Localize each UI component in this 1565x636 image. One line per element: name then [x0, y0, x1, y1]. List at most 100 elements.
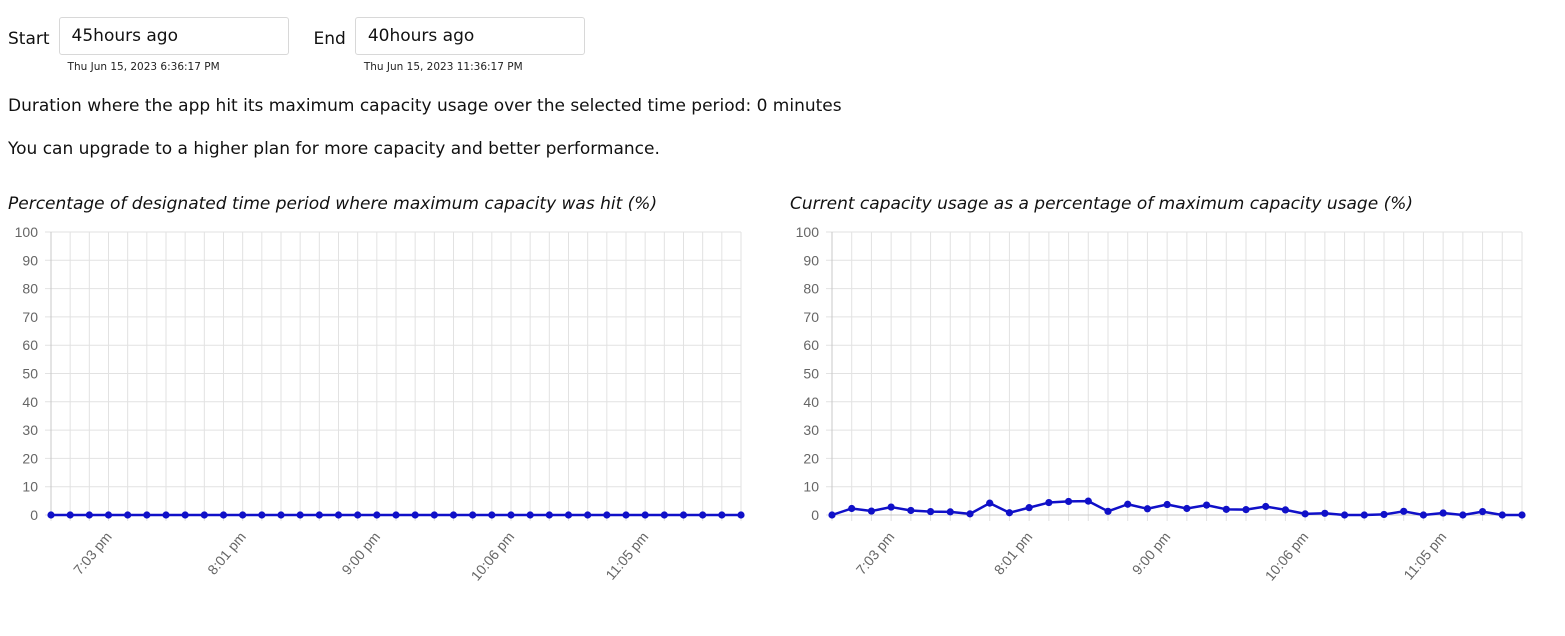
chart-1-data-point [848, 504, 856, 513]
chart-0-data-point [334, 511, 343, 519]
chart-1-data-point [1005, 509, 1014, 517]
chart-0-x-tick-label: 8:01 pm [204, 529, 249, 578]
chart-0-data-point [104, 511, 113, 519]
chart-1-x-tick-label: 9:00 pm [1129, 529, 1174, 578]
chart-1-y-tick-label: 40 [803, 394, 819, 410]
chart-0-data-point [315, 511, 323, 519]
chart-1-data-point [867, 507, 876, 515]
chart-1-data-point [828, 511, 836, 519]
chart-1-data-point [1025, 504, 1033, 512]
chart-0-data-point [124, 511, 132, 519]
chart-1-data-point [1183, 504, 1191, 513]
start-date-text: Thu Jun 15, 2023 6:36:17 PM [67, 61, 220, 73]
chart-0-data-point [526, 511, 534, 519]
chart-1-data-point [1340, 511, 1349, 519]
chart-0-data-point [277, 511, 285, 519]
chart-1-data-point [1478, 508, 1487, 516]
chart-0-y-tick-label: 50 [22, 366, 38, 382]
chart-0-y-tick-label: 40 [22, 394, 38, 410]
chart-0-y-tick-label: 30 [22, 422, 38, 438]
chart-1-data-point [986, 499, 994, 507]
chart-0-data-point [699, 511, 707, 519]
chart-0-data-point [162, 511, 170, 519]
chart-1-data-point [887, 503, 895, 511]
end-input[interactable] [354, 17, 585, 55]
chart-0-data-point [564, 511, 573, 519]
chart-0-data-point [641, 511, 649, 519]
chart-0-data-point [258, 511, 266, 519]
chart-0-data-point [545, 511, 553, 519]
chart-1-y-tick-label: 50 [803, 366, 819, 382]
chart-1-data-point [1400, 507, 1408, 515]
chart-0-y-tick-label: 70 [22, 309, 38, 325]
end-label: End [313, 29, 346, 49]
chart-0-data-point [373, 511, 381, 519]
chart-0-data-point [584, 511, 592, 519]
chart-0-data-point [47, 511, 55, 519]
capacity-usage-chart: 0 10 20 30 40 50 60 70 80 90 100 7:03 pm 8:01 pm 9:00… [796, 224, 1526, 584]
chart-1-data-point [1321, 509, 1329, 517]
duration-message: Duration where the app hit its maximum c… [8, 96, 842, 116]
chart-1-data-point [1064, 497, 1073, 506]
chart-1-data-point [1459, 511, 1467, 519]
chart-1-data-point [1163, 500, 1171, 509]
chart-1-data-point [1222, 505, 1230, 513]
chart-0-x-tick-label: 7:03 pm [70, 529, 115, 578]
chart-1-data-point [1084, 497, 1092, 505]
chart-0-data-point [296, 511, 304, 519]
chart-1-y-tick-label: 100 [796, 224, 820, 240]
chart-1-y-tick-label: 30 [803, 422, 819, 438]
chart-0-x-tick-label: 9:00 pm [338, 529, 383, 578]
start-input[interactable] [58, 17, 289, 55]
start-group: Start Thu Jun 15, 2023 6:36:17 PM [8, 17, 289, 73]
chart-1-y-tick-label: 80 [803, 281, 819, 297]
chart-1-data-point [1045, 498, 1053, 507]
chart-0-data-point [200, 511, 208, 519]
chart-0-data-point [392, 511, 400, 519]
chart-0-y-tick-label: 100 [15, 224, 39, 240]
chart-0-data-point [430, 511, 438, 519]
chart-1-x-tick-label: 10:06 pm [1262, 529, 1312, 584]
chart-1-y-tick-label: 90 [803, 252, 819, 268]
chart-0-y-tick-label: 90 [22, 252, 38, 268]
chart-1-data-point [1439, 509, 1447, 517]
chart-1-y-tick-label: 0 [811, 507, 819, 523]
chart-1-data-point [1518, 511, 1526, 519]
chart-0-y-tick-label: 0 [30, 507, 38, 523]
end-group: End Thu Jun 15, 2023 11:36:17 PM [314, 17, 585, 73]
chart-1-data-point [1301, 510, 1309, 518]
chart-0-data-point [239, 511, 247, 519]
chart-0-y-tick-label: 60 [22, 337, 38, 353]
capacity-usage-chart-title: Current capacity usage as a percentage o… [790, 194, 1413, 214]
start-input-wrap: Thu Jun 15, 2023 6:36:17 PM [58, 17, 289, 73]
chart-0-data-point [143, 511, 151, 519]
chart-0-data-point [469, 511, 477, 519]
chart-0-data-point [354, 511, 362, 519]
chart-0-data-point [679, 511, 688, 519]
chart-1-series-line [831, 499, 1522, 517]
chart-1-data-point [1202, 501, 1211, 509]
chart-0-data-point [660, 511, 668, 519]
chart-1-data-point [907, 506, 915, 515]
chart-1-data-point [946, 508, 954, 516]
max-capacity-hit-chart: 0 10 20 30 40 50 60 70 80 90 100 7:03 pm 8:01 pm 9:00… [15, 224, 745, 584]
chart-0-data-point [718, 511, 726, 519]
chart-0-data-point [181, 511, 189, 519]
chart-1-data-point [1380, 510, 1388, 519]
chart-1-data-point [1419, 511, 1428, 519]
chart-1-data-point [1262, 502, 1270, 511]
chart-1-data-point [1281, 506, 1290, 514]
chart-1-x-tick-label: 8:01 pm [991, 529, 1036, 578]
chart-1-x-tick-label: 7:03 pm [853, 529, 898, 578]
chart-1-x-tick-label: 11:05 pm [1400, 529, 1449, 583]
chart-1-y-tick-label: 10 [803, 479, 819, 495]
end-date-text: Thu Jun 15, 2023 11:36:17 PM [363, 61, 523, 73]
chart-1-y-tick-label: 20 [803, 450, 819, 466]
chart-1-data-point [926, 508, 935, 516]
chart-1-y-tick-label: 70 [803, 309, 819, 325]
chart-1-data-point [1104, 507, 1112, 515]
chart-0-data-point [219, 511, 228, 519]
chart-0-data-point [449, 511, 458, 519]
chart-0-data-point [66, 511, 74, 519]
chart-1-data-point [1242, 506, 1250, 514]
